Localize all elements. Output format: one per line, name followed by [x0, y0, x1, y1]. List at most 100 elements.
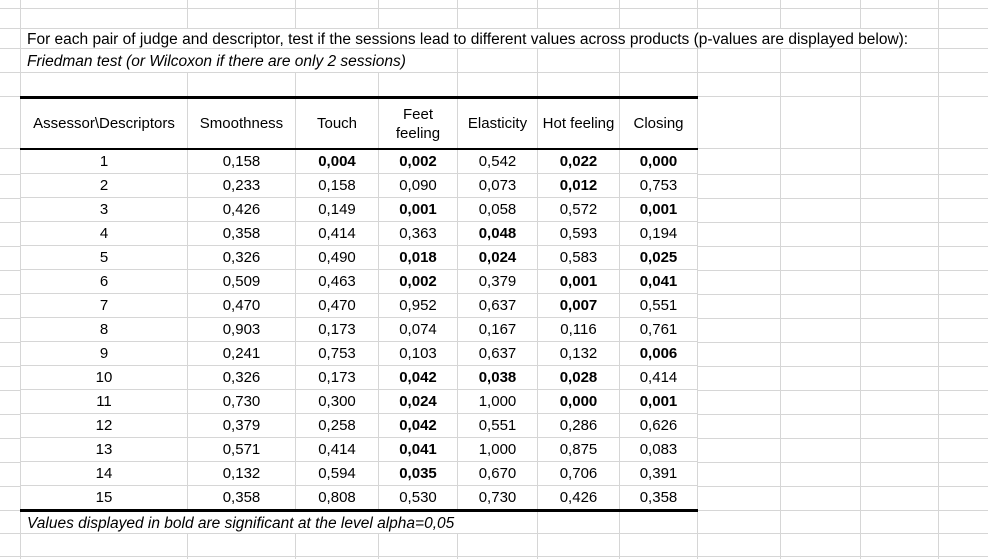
intro-text-cell[interactable]: For each pair of judge and descriptor, t… — [27, 31, 909, 48]
pvalue-cell[interactable]: 0,048 — [457, 221, 538, 246]
pvalue-cell[interactable]: 0,286 — [537, 413, 620, 438]
pvalue-cell[interactable]: 0,158 — [295, 173, 379, 198]
pvalue-cell[interactable]: 0,730 — [187, 389, 296, 414]
pvalue-cell[interactable]: 0,542 — [457, 149, 538, 174]
pvalue-cell[interactable]: 0,530 — [378, 485, 458, 511]
pvalue-cell[interactable]: 0,233 — [187, 173, 296, 198]
assessor-cell[interactable]: 12 — [20, 413, 188, 438]
column-header-hot-feeling[interactable]: Hot feeling — [537, 97, 620, 150]
pvalue-cell[interactable]: 0,035 — [378, 461, 458, 486]
pvalue-cell[interactable]: 0,132 — [537, 341, 620, 366]
pvalue-cell[interactable]: 0,753 — [619, 173, 698, 198]
pvalue-cell[interactable]: 0,626 — [619, 413, 698, 438]
column-header-elasticity[interactable]: Elasticity — [457, 97, 538, 150]
column-header-closing[interactable]: Closing — [619, 97, 698, 150]
pvalue-cell[interactable]: 0,637 — [457, 293, 538, 318]
column-header-feet-feeling[interactable]: Feet feeling — [378, 97, 458, 150]
pvalue-cell[interactable]: 0,379 — [187, 413, 296, 438]
pvalue-cell[interactable]: 0,167 — [457, 317, 538, 342]
pvalue-cell[interactable]: 0,058 — [457, 197, 538, 222]
pvalue-cell[interactable]: 0,158 — [187, 149, 296, 174]
pvalue-cell[interactable]: 0,004 — [295, 149, 379, 174]
pvalue-cell[interactable]: 0,000 — [537, 389, 620, 414]
assessor-cell[interactable]: 3 — [20, 197, 188, 222]
pvalue-cell[interactable]: 0,363 — [378, 221, 458, 246]
pvalue-cell[interactable]: 0,025 — [619, 245, 698, 270]
assessor-cell[interactable]: 2 — [20, 173, 188, 198]
assessor-cell[interactable]: 14 — [20, 461, 188, 486]
pvalue-cell[interactable]: 0,028 — [537, 365, 620, 390]
pvalue-cell[interactable]: 0,490 — [295, 245, 379, 270]
pvalue-cell[interactable]: 0,414 — [619, 365, 698, 390]
pvalue-cell[interactable]: 0,241 — [187, 341, 296, 366]
pvalue-cell[interactable]: 0,470 — [295, 293, 379, 318]
pvalue-cell[interactable]: 0,358 — [187, 485, 296, 511]
assessor-cell[interactable]: 4 — [20, 221, 188, 246]
pvalue-cell[interactable]: 0,326 — [187, 365, 296, 390]
pvalue-cell[interactable]: 0,903 — [187, 317, 296, 342]
pvalue-cell[interactable]: 0,024 — [378, 389, 458, 414]
corner-header-cell[interactable]: Assessor\Descriptors — [20, 97, 188, 150]
pvalue-cell[interactable]: 0,018 — [378, 245, 458, 270]
pvalue-cell[interactable]: 0,022 — [537, 149, 620, 174]
pvalue-cell[interactable]: 0,426 — [537, 485, 620, 511]
pvalue-cell[interactable]: 0,074 — [378, 317, 458, 342]
pvalue-cell[interactable]: 0,706 — [537, 461, 620, 486]
pvalue-cell[interactable]: 0,001 — [619, 389, 698, 414]
column-header-touch[interactable]: Touch — [295, 97, 379, 150]
pvalue-cell[interactable]: 0,426 — [187, 197, 296, 222]
significance-footnote-cell[interactable]: Values displayed in bold are significant… — [27, 515, 455, 532]
pvalue-cell[interactable]: 0,103 — [378, 341, 458, 366]
pvalue-cell[interactable]: 0,149 — [295, 197, 379, 222]
pvalue-cell[interactable]: 0,326 — [187, 245, 296, 270]
pvalue-cell[interactable]: 0,001 — [619, 197, 698, 222]
pvalue-cell[interactable]: 0,012 — [537, 173, 620, 198]
pvalue-cell[interactable]: 0,594 — [295, 461, 379, 486]
pvalue-cell[interactable]: 0,583 — [537, 245, 620, 270]
assessor-cell[interactable]: 9 — [20, 341, 188, 366]
method-note-cell[interactable]: Friedman test (or Wilcoxon if there are … — [27, 53, 406, 70]
assessor-cell[interactable]: 15 — [20, 485, 188, 511]
pvalue-cell[interactable]: 0,258 — [295, 413, 379, 438]
pvalue-cell[interactable]: 0,042 — [378, 413, 458, 438]
pvalue-cell[interactable]: 0,730 — [457, 485, 538, 511]
pvalue-cell[interactable]: 0,358 — [619, 485, 698, 511]
pvalue-cell[interactable]: 0,083 — [619, 437, 698, 462]
pvalue-cell[interactable]: 0,173 — [295, 365, 379, 390]
pvalue-cell[interactable]: 0,001 — [378, 197, 458, 222]
assessor-cell[interactable]: 10 — [20, 365, 188, 390]
pvalue-cell[interactable]: 0,024 — [457, 245, 538, 270]
assessor-cell[interactable]: 11 — [20, 389, 188, 414]
pvalue-cell[interactable]: 0,116 — [537, 317, 620, 342]
pvalue-cell[interactable]: 0,753 — [295, 341, 379, 366]
pvalue-cell[interactable]: 0,041 — [619, 269, 698, 294]
pvalue-cell[interactable]: 0,090 — [378, 173, 458, 198]
column-header-smoothness[interactable]: Smoothness — [187, 97, 296, 150]
pvalue-cell[interactable]: 0,571 — [187, 437, 296, 462]
pvalue-cell[interactable]: 0,875 — [537, 437, 620, 462]
pvalue-cell[interactable]: 0,572 — [537, 197, 620, 222]
pvalue-cell[interactable]: 0,637 — [457, 341, 538, 366]
pvalue-cell[interactable]: 0,952 — [378, 293, 458, 318]
pvalue-cell[interactable]: 0,551 — [619, 293, 698, 318]
pvalue-cell[interactable]: 0,002 — [378, 269, 458, 294]
pvalue-cell[interactable]: 1,000 — [457, 389, 538, 414]
pvalue-cell[interactable]: 0,463 — [295, 269, 379, 294]
assessor-cell[interactable]: 7 — [20, 293, 188, 318]
assessor-cell[interactable]: 8 — [20, 317, 188, 342]
pvalue-cell[interactable]: 0,509 — [187, 269, 296, 294]
pvalue-cell[interactable]: 0,761 — [619, 317, 698, 342]
pvalue-cell[interactable]: 0,038 — [457, 365, 538, 390]
pvalue-cell[interactable]: 0,001 — [537, 269, 620, 294]
assessor-cell[interactable]: 13 — [20, 437, 188, 462]
pvalue-cell[interactable]: 0,041 — [378, 437, 458, 462]
pvalue-cell[interactable]: 0,132 — [187, 461, 296, 486]
pvalue-cell[interactable]: 0,551 — [457, 413, 538, 438]
pvalue-cell[interactable]: 0,300 — [295, 389, 379, 414]
pvalue-cell[interactable]: 0,391 — [619, 461, 698, 486]
pvalue-cell[interactable]: 0,670 — [457, 461, 538, 486]
pvalue-cell[interactable]: 0,593 — [537, 221, 620, 246]
pvalue-cell[interactable]: 1,000 — [457, 437, 538, 462]
pvalue-cell[interactable]: 0,073 — [457, 173, 538, 198]
pvalue-cell[interactable]: 0,414 — [295, 437, 379, 462]
